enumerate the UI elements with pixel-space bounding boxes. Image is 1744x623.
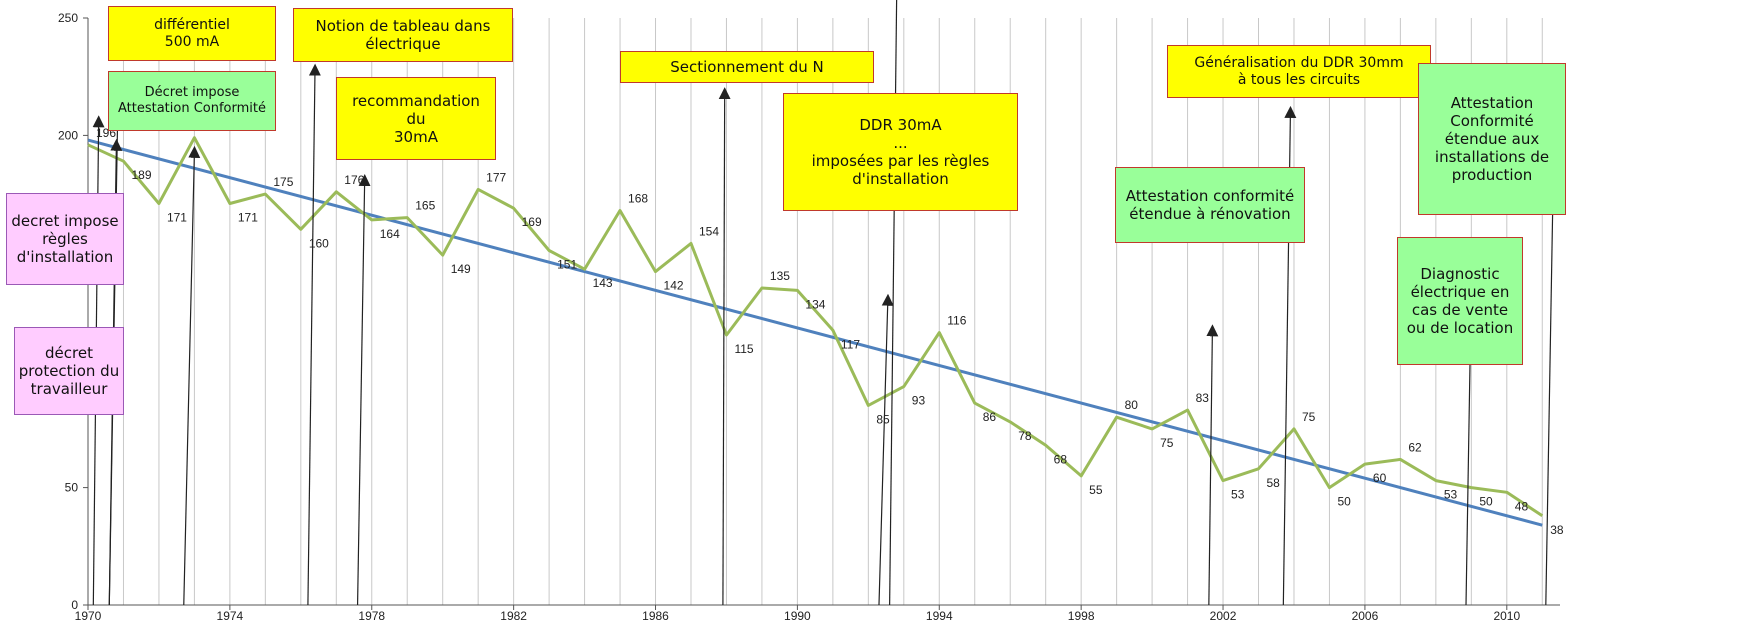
point-label: 80 (1125, 398, 1139, 412)
x-tick-label: 1986 (642, 609, 669, 623)
point-label: 176 (344, 173, 364, 187)
point-label: 75 (1302, 410, 1316, 424)
y-tick-label: 200 (58, 128, 78, 142)
point-label: 53 (1231, 488, 1245, 502)
point-label: 143 (593, 276, 613, 290)
point-label: 38 (1550, 523, 1564, 537)
annotation-attestation-renovation: Attestation conformité étendue à rénovat… (1115, 167, 1305, 243)
point-label: 55 (1089, 483, 1103, 497)
annotation-arrow (1545, 190, 1559, 606)
point-label: 60 (1373, 471, 1387, 485)
x-tick-label: 1994 (926, 609, 953, 623)
point-label: 50 (1337, 495, 1351, 509)
point-label: 85 (876, 412, 890, 426)
annotation-differentiel: différentiel 500 mA (108, 6, 276, 61)
annotation-arrow (356, 174, 371, 606)
annotation-arrow (183, 145, 201, 606)
point-label: 165 (415, 199, 435, 213)
point-label: 58 (1267, 476, 1281, 490)
point-label: 48 (1515, 499, 1529, 513)
point-label: 164 (380, 227, 400, 241)
annotation-decret-travailleur: décret protection du travailleur (14, 327, 124, 415)
point-label: 168 (628, 192, 648, 206)
point-label: 151 (557, 257, 577, 271)
point-label: 177 (486, 170, 506, 184)
annotation-diagnostic: Diagnostic électrique en cas de vente ou… (1397, 237, 1523, 365)
trend-line (87, 138, 1543, 527)
point-label: 154 (699, 224, 719, 238)
x-tick-label: 1974 (217, 609, 244, 623)
point-label: 53 (1444, 488, 1458, 502)
point-label: 78 (1018, 429, 1032, 443)
data-line (87, 136, 1544, 518)
annotation-sectionnement: Sectionnement du N (620, 51, 874, 83)
point-label: 160 (309, 236, 329, 250)
y-tick-label: 50 (65, 481, 79, 495)
x-tick-label: 1998 (1068, 609, 1095, 623)
point-label: 189 (131, 168, 151, 182)
point-label: 142 (664, 279, 684, 293)
x-tick-label: 2006 (1352, 609, 1379, 623)
annotation-recommandation-30ma: recommandation du 30mA (336, 77, 496, 160)
point-label: 171 (167, 210, 187, 224)
x-tick-label: 1990 (784, 609, 811, 623)
point-label: 149 (451, 262, 471, 276)
x-tick-label: 2002 (1210, 609, 1237, 623)
series (87, 136, 1544, 527)
point-label: 169 (522, 215, 542, 229)
point-label: 93 (912, 394, 926, 408)
point-label: 135 (770, 269, 790, 283)
annotation-arrow (718, 87, 731, 606)
point-label: 50 (1479, 495, 1493, 509)
x-tick-labels: 1970 1974 1978 1982 1986 1990 1994 1998 2002 2006… (75, 609, 1521, 623)
annotation-tableau: Notion de tableau dans électrique (293, 8, 513, 62)
annotation-arrow (889, 0, 898, 606)
x-tick-label: 1970 (75, 609, 102, 623)
y-tick-labels: 050100150200250 (58, 11, 78, 612)
annotation-generalisation-ddr: Généralisation du DDR 30mm à tous les ci… (1167, 45, 1431, 98)
annotation-decret-attestation: Décret impose Attestation Conformité (108, 71, 276, 131)
annotation-arrow (1206, 324, 1219, 606)
annotation-arrow (878, 293, 894, 606)
point-label: 68 (1054, 452, 1068, 466)
point-label: 171 (238, 210, 258, 224)
point-label: 175 (273, 175, 293, 189)
point-label: 117 (841, 337, 860, 351)
point-label: 62 (1408, 440, 1422, 454)
point-label: 86 (983, 410, 997, 424)
x-tick-label: 1978 (358, 609, 385, 623)
x-tick-label: 2010 (1493, 609, 1520, 623)
x-tick-label: 1982 (500, 609, 527, 623)
annotation-attestation-production: Attestation Conformité étendue aux insta… (1418, 63, 1566, 215)
point-label: 134 (805, 297, 825, 311)
point-label: 115 (734, 342, 753, 356)
y-tick-label: 0 (71, 598, 78, 612)
annotation-ddr-30ma: DDR 30mA ... imposées par les règles d'i… (783, 93, 1018, 211)
point-label: 83 (1196, 391, 1210, 405)
point-label: 116 (947, 314, 966, 328)
annotation-decret-regles: decret impose règles d'installation (6, 193, 124, 285)
annotation-arrow (307, 63, 321, 606)
point-label: 75 (1160, 436, 1174, 450)
y-tick-label: 250 (58, 11, 78, 25)
